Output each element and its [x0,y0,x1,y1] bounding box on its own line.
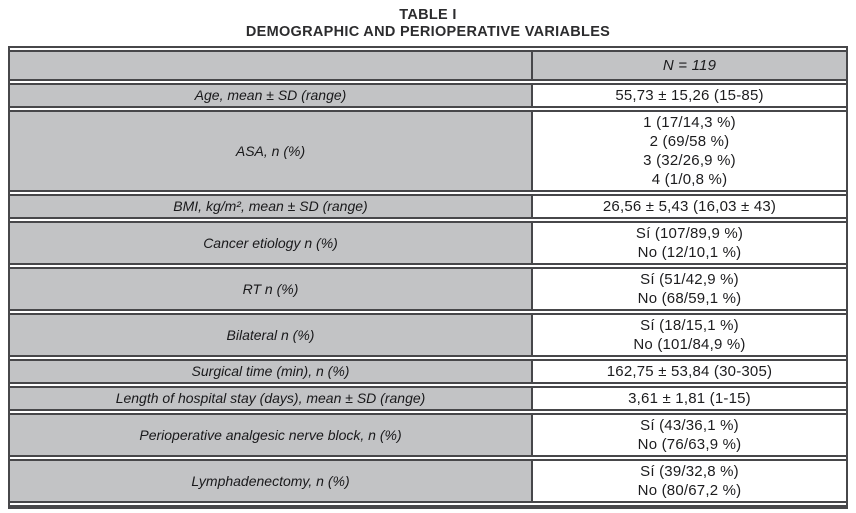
value-line: 55,73 ± 15,26 (15-85) [615,87,764,104]
value-line: 162,75 ± 53,84 (30-305) [606,363,773,380]
row-value: 1 (17/14,3 %) 2 (69/58 %) 3 (32/26,9 %) … [533,110,846,192]
table-header-row: N = 119 [10,50,846,81]
value-line: Sí (18/15,1 %) [640,317,739,334]
row-label: RT n (%) [10,267,533,311]
value-line: 3,61 ± 1,81 (1-15) [628,390,751,407]
value-line: Sí (51/42,9 %) [640,271,739,288]
value-line: Sí (107/89,9 %) [635,225,744,242]
table-container: N = 119 Age, mean ± SD (range) 55,73 ± 1… [8,46,848,509]
value-line: No (101/84,9 %) [633,336,746,353]
row-label: Age, mean ± SD (range) [10,83,533,108]
row-label: Perioperative analgesic nerve block, n (… [10,413,533,457]
row-value: Sí (51/42,9 %) No (68/59,1 %) [533,267,846,311]
row-value: 55,73 ± 15,26 (15-85) [533,83,846,108]
row-label: ASA, n (%) [10,110,533,192]
table-row-bmi: BMI, kg/m², mean ± SD (range) 26,56 ± 5,… [10,194,846,219]
header-n-cell: N = 119 [533,50,846,81]
table-row-asa: ASA, n (%) 1 (17/14,3 %) 2 (69/58 %) 3 (… [10,110,846,192]
row-value: 162,75 ± 53,84 (30-305) [533,359,846,384]
row-label: Length of hospital stay (days), mean ± S… [10,386,533,411]
header-variable-cell [10,50,533,81]
table-row-hospital-stay: Length of hospital stay (days), mean ± S… [10,386,846,411]
table-subtitle: DEMOGRAPHIC AND PERIOPERATIVE VARIABLES [245,24,611,40]
value-line: 1 (17/14,3 %) [643,114,736,131]
table-row-cancer-etiology: Cancer etiology n (%) Sí (107/89,9 %) No… [10,221,846,265]
row-value: Sí (39/32,8 %) No (80/67,2 %) [533,459,846,503]
row-label: Lymphadenectomy, n (%) [10,459,533,503]
row-value: Sí (107/89,9 %) No (12/10,1 %) [533,221,846,265]
row-label: Surgical time (min), n (%) [10,359,533,384]
row-label: BMI, kg/m², mean ± SD (range) [10,194,533,219]
row-value: Sí (18/15,1 %) No (101/84,9 %) [533,313,846,357]
table-row-age: Age, mean ± SD (range) 55,73 ± 15,26 (15… [10,83,846,108]
value-line: No (12/10,1 %) [637,244,742,261]
table-row-nerve-block: Perioperative analgesic nerve block, n (… [10,413,846,457]
value-line: 4 (1/0,8 %) [651,171,728,188]
value-line: 2 (69/58 %) [649,133,730,150]
value-line: No (68/59,1 %) [637,290,742,307]
value-line: 26,56 ± 5,43 (16,03 ± 43) [602,198,777,215]
table-title: TABLE I [399,7,457,23]
row-value: Sí (43/36,1 %) No (76/63,9 %) [533,413,846,457]
value-line: Sí (43/36,1 %) [640,417,739,434]
demographics-table: N = 119 Age, mean ± SD (range) 55,73 ± 1… [10,48,846,505]
row-value: 3,61 ± 1,81 (1-15) [533,386,846,411]
table-row-rt: RT n (%) Sí (51/42,9 %) No (68/59,1 %) [10,267,846,311]
table-row-surgical-time: Surgical time (min), n (%) 162,75 ± 53,8… [10,359,846,384]
value-line: Sí (39/32,8 %) [640,463,739,480]
value-line: No (80/67,2 %) [637,482,742,499]
row-label: Bilateral n (%) [10,313,533,357]
row-label: Cancer etiology n (%) [10,221,533,265]
value-line: No (76/63,9 %) [637,436,742,453]
table-row-bilateral: Bilateral n (%) Sí (18/15,1 %) No (101/8… [10,313,846,357]
value-line: 3 (32/26,9 %) [643,152,736,169]
table-row-lymphadenectomy: Lymphadenectomy, n (%) Sí (39/32,8 %) No… [10,459,846,503]
table-caption: TABLE I DEMOGRAPHIC AND PERIOPERATIVE VA… [0,0,856,41]
row-value: 26,56 ± 5,43 (16,03 ± 43) [533,194,846,219]
